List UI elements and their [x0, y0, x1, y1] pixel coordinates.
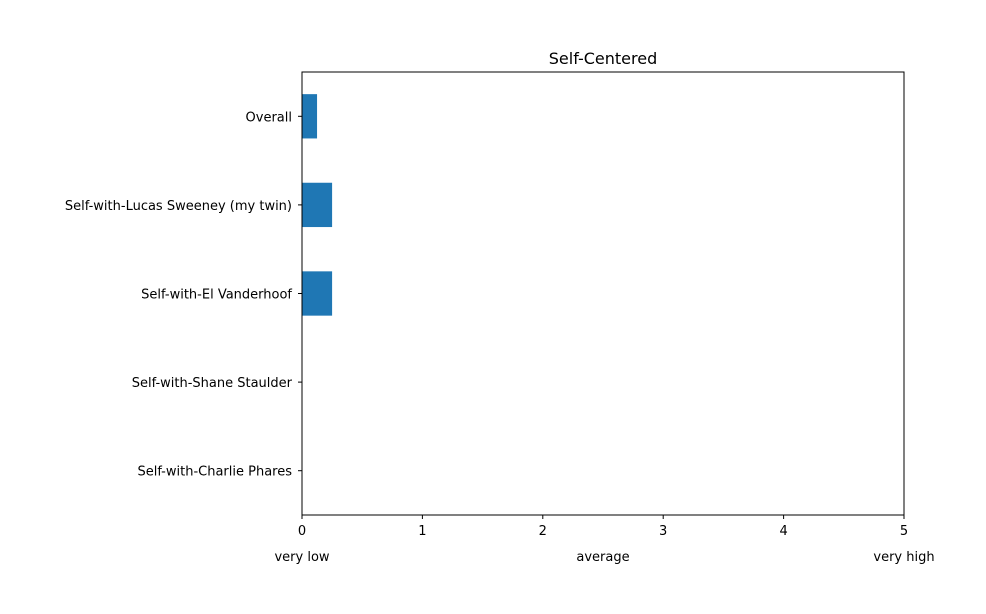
- plot-frame: [301, 71, 905, 516]
- bar-0: [302, 94, 318, 139]
- x-axis: 0 1 2 3 4 5: [298, 515, 908, 539]
- x-descriptor-label: very high: [873, 550, 934, 565]
- x-descriptors: very low average very high: [274, 550, 934, 565]
- y-tick-label: Overall: [246, 110, 292, 125]
- bar-2: [302, 271, 333, 316]
- y-tick-label: Self-with-El Vanderhoof: [141, 288, 292, 303]
- x-descriptor-label: very low: [274, 550, 329, 565]
- x-tick-label: 2: [539, 524, 547, 539]
- x-tick-label: 3: [659, 524, 667, 539]
- y-tick-label: Self-with-Lucas Sweeney (my twin): [65, 199, 292, 214]
- x-tick-label: 5: [900, 524, 908, 539]
- bars-group: [302, 94, 333, 316]
- y-tick-label: Self-with-Charlie Phares: [137, 465, 292, 480]
- x-tick-label: 1: [418, 524, 426, 539]
- x-tick-label: 4: [779, 524, 787, 539]
- y-axis: Overall Self-with-Lucas Sweeney (my twin)…: [65, 110, 302, 480]
- y-tick-label: Self-with-Shane Staulder: [132, 376, 293, 391]
- x-tick-label: 0: [298, 524, 306, 539]
- bar-1: [302, 182, 333, 228]
- chart-title: Self-Centered: [549, 49, 657, 68]
- x-descriptor-label: average: [576, 550, 629, 565]
